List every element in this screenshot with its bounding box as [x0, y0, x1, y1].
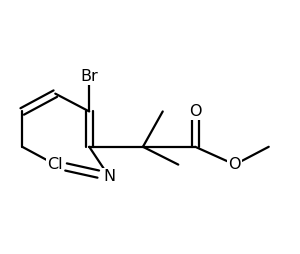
- Text: O: O: [189, 104, 202, 119]
- Text: O: O: [229, 157, 241, 172]
- Text: Cl: Cl: [47, 157, 63, 172]
- Text: N: N: [103, 169, 115, 184]
- Text: Br: Br: [80, 69, 98, 84]
